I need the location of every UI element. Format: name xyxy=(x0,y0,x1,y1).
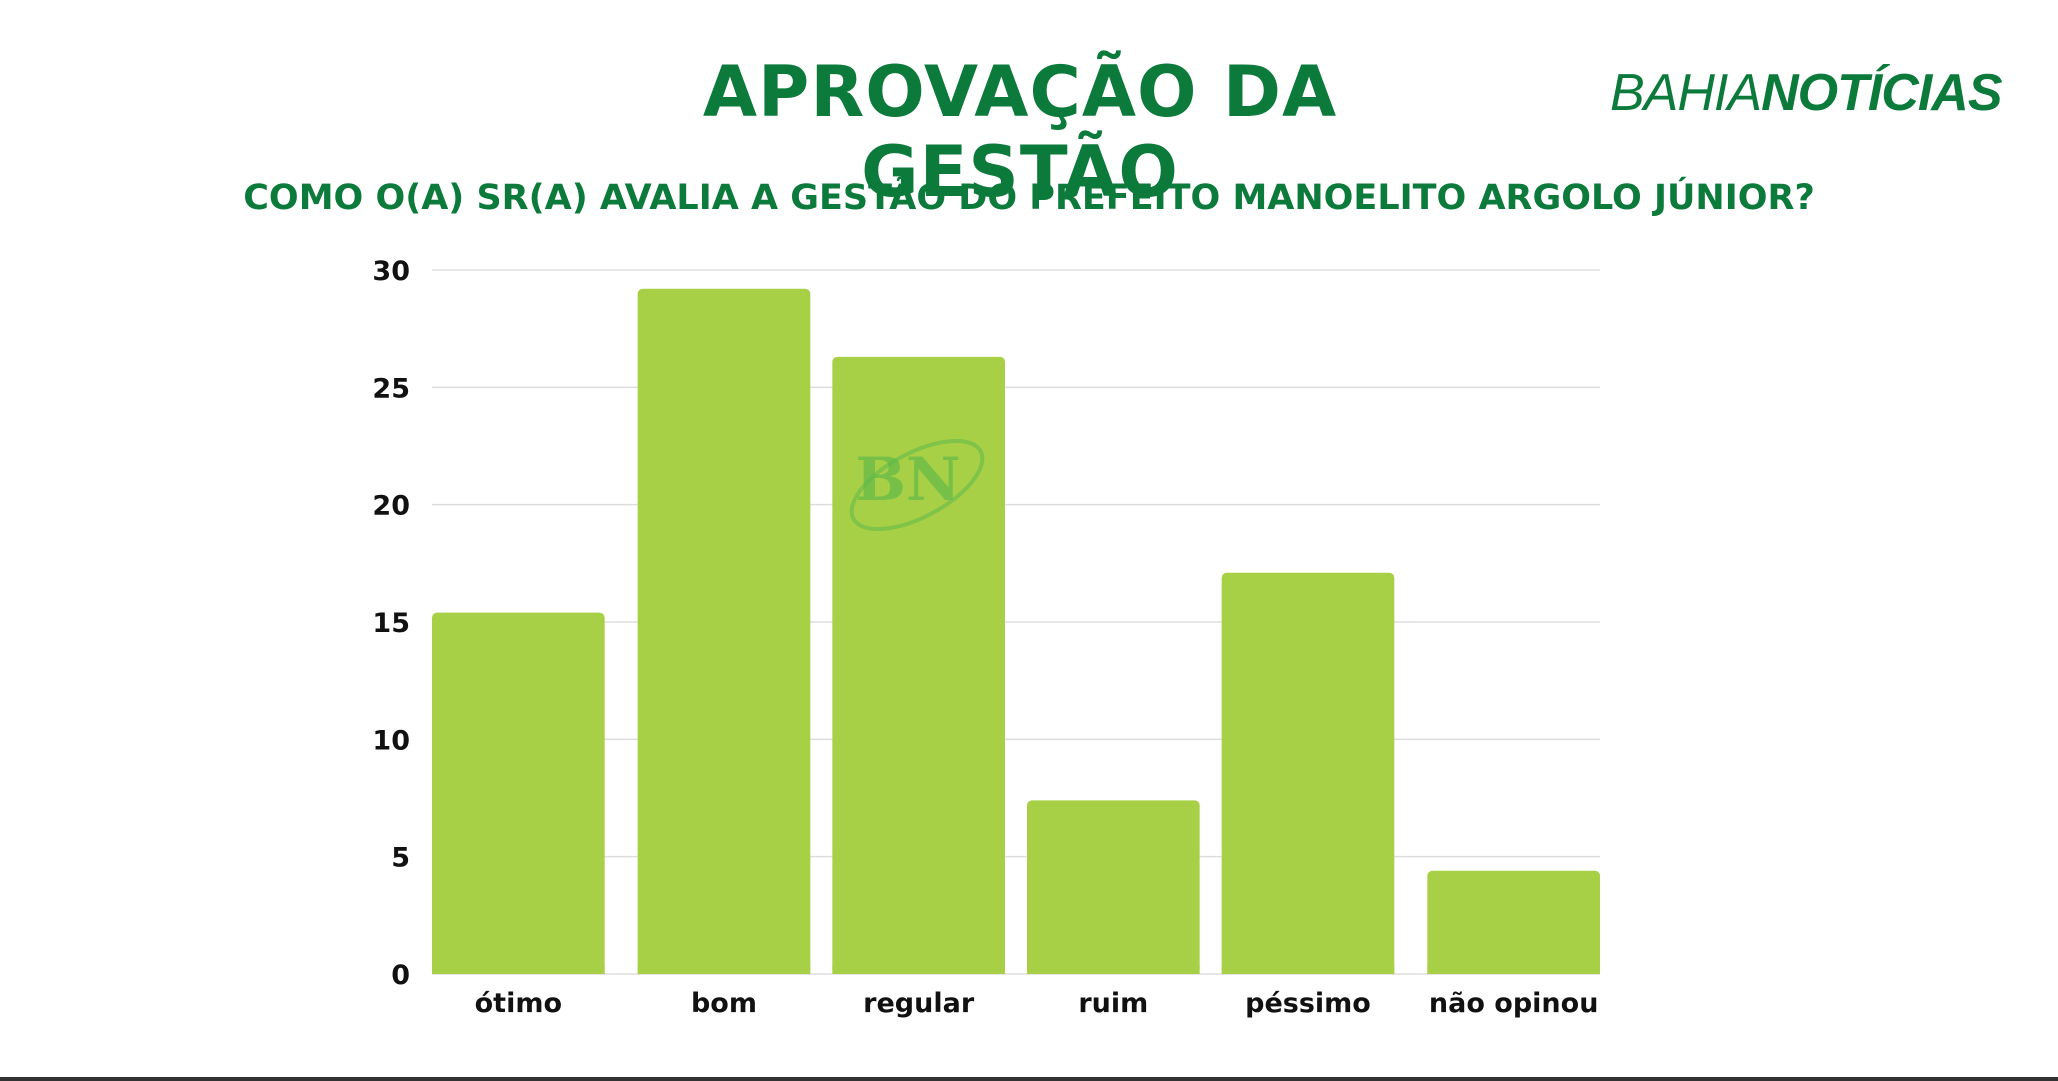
y-tick-label: 10 xyxy=(372,725,410,756)
bar-base-0 xyxy=(432,966,605,974)
bars xyxy=(432,288,1600,975)
bar-5 xyxy=(1427,870,1600,974)
bottom-border xyxy=(0,1077,2058,1081)
bar-1 xyxy=(637,288,811,975)
gridlines xyxy=(432,269,1600,975)
bar-4 xyxy=(1221,572,1395,974)
brand-logo: BAHIANOTÍCIAS xyxy=(1610,62,2003,124)
bar-base-4 xyxy=(1221,966,1395,974)
y-tick-label: 20 xyxy=(372,491,410,522)
bar-base-5 xyxy=(1427,966,1600,974)
bar-base-3 xyxy=(1027,966,1200,974)
y-tick-label: 5 xyxy=(391,843,410,874)
x-tick-label: péssimo xyxy=(1245,988,1371,1019)
x-tick-label: ótimo xyxy=(475,988,562,1019)
bar-3 xyxy=(1027,800,1200,974)
chart-title: APROVAÇÃO DA GESTÃO xyxy=(702,51,1338,213)
bar-base-2 xyxy=(832,966,1005,974)
bar-0 xyxy=(432,612,605,974)
x-tick-label: regular xyxy=(863,988,975,1019)
y-tick-label: 30 xyxy=(372,256,410,287)
x-tick-label: não opinou xyxy=(1429,988,1599,1019)
x-axis-ticks: ótimo bom regular ruim péssimo não opinou xyxy=(475,988,1599,1019)
y-tick-label: 0 xyxy=(391,960,410,991)
bar-base-1 xyxy=(637,966,811,974)
watermark-text: BN xyxy=(855,445,961,515)
brand-logo-part1: BAHIA xyxy=(1610,64,1762,122)
bar-2 xyxy=(832,356,1005,974)
chart-subtitle: COMO O(A) SR(A) AVALIA A GESTÃO DO PREFE… xyxy=(243,178,1815,218)
brand-logo-part2: NOTÍCIAS xyxy=(1761,64,2002,122)
bn-watermark-logo: BN xyxy=(849,438,985,532)
x-tick-label: ruim xyxy=(1078,988,1148,1019)
y-axis-ticks: 0 5 10 15 20 25 30 xyxy=(372,256,410,991)
y-tick-label: 15 xyxy=(372,608,410,639)
x-tick-label: bom xyxy=(691,988,757,1019)
y-tick-label: 25 xyxy=(372,373,410,404)
